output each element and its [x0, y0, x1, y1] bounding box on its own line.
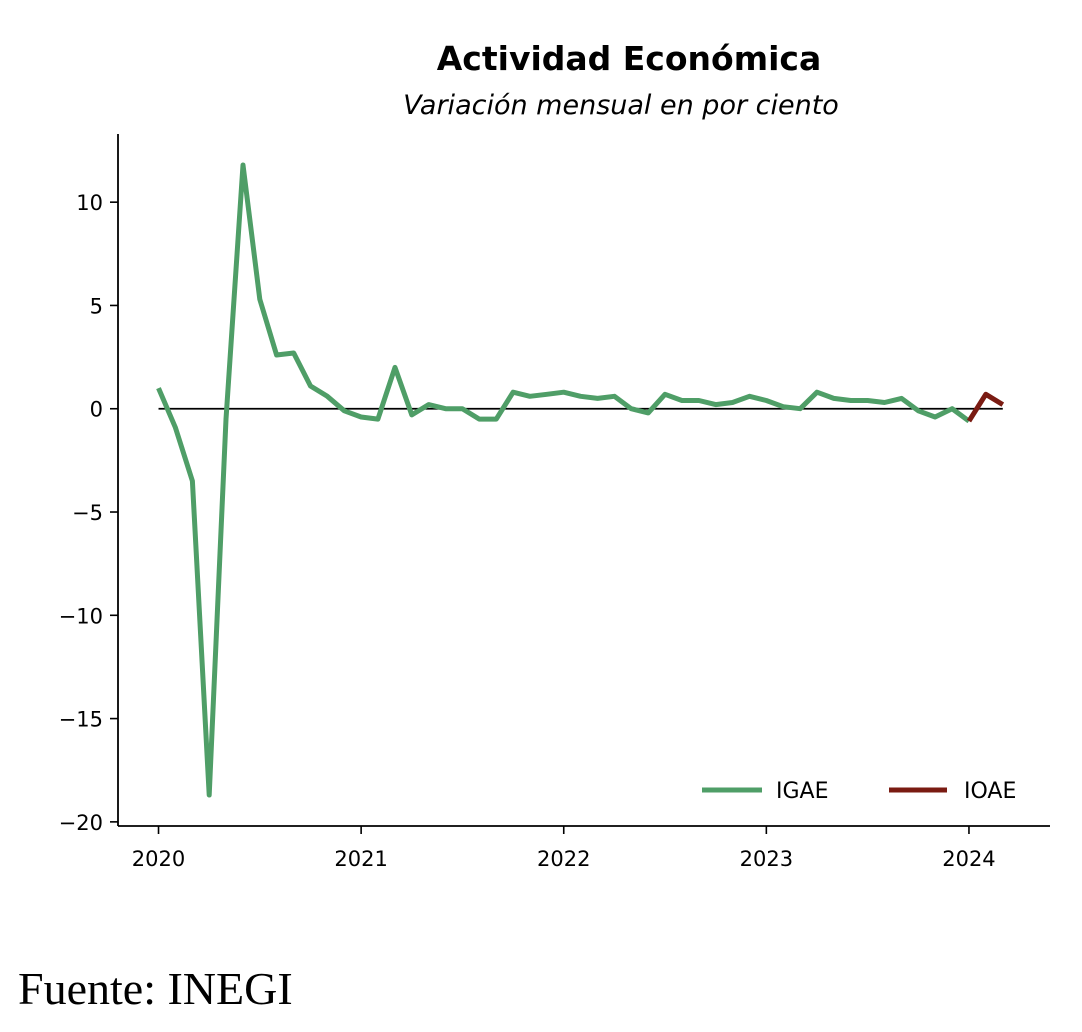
y-tick-label: 5 [90, 294, 103, 318]
y-tick-label: −10 [59, 604, 103, 628]
x-tick-label: 2024 [942, 847, 995, 871]
source-note: Fuente: INEGI [18, 963, 293, 1014]
y-tick-label: 0 [90, 398, 103, 422]
line-chart: Actividad Económica Variación mensual en… [59, 39, 1050, 871]
chart-subtitle: Variación mensual en por ciento [403, 90, 839, 121]
legend: IGAE IOAE [702, 779, 1016, 804]
x-tick-label: 2021 [334, 847, 387, 871]
y-tick-label: 10 [76, 191, 103, 215]
y-axis-ticks: 10 5 0 −5 −10 −15 −20 [59, 191, 118, 835]
y-tick-label: −5 [72, 501, 103, 525]
series-lines [156, 162, 1005, 798]
axes [117, 134, 1050, 827]
y-tick-label: −15 [59, 708, 103, 732]
series-line-ioae [966, 391, 1005, 423]
legend-label-ioae: IOAE [964, 779, 1016, 804]
legend-label-igae: IGAE [776, 779, 829, 804]
y-tick-label: −20 [59, 811, 103, 835]
x-tick-label: 2022 [537, 847, 590, 871]
x-axis-ticks: 2020 2021 2022 2023 2024 [132, 826, 996, 871]
chart-title: Actividad Económica [437, 39, 821, 78]
x-tick-label: 2020 [132, 847, 185, 871]
series-line-igae [156, 162, 971, 798]
x-tick-label: 2023 [740, 847, 793, 871]
